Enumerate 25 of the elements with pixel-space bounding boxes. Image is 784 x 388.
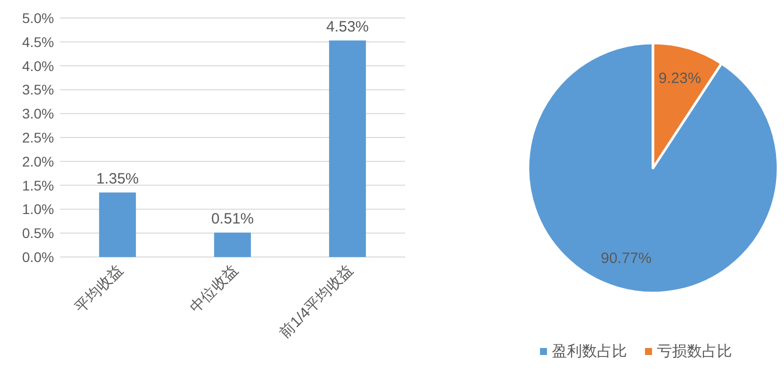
legend-label: 盈利数占比 [552, 343, 627, 360]
y-tick-label: 1.0% [22, 201, 54, 218]
x-tick-label: 平均收益 [72, 262, 126, 316]
y-tick-label: 2.0% [22, 153, 54, 170]
y-tick-label: 4.5% [22, 34, 54, 50]
y-tick-label: 3.5% [22, 82, 54, 98]
pie-slice [526, 42, 780, 294]
legend-label: 亏损数占比 [657, 343, 732, 360]
y-tick-label: 2.5% [22, 130, 54, 146]
y-tick-label: 3.0% [22, 106, 54, 122]
data-label: 0.51% [211, 210, 254, 228]
y-tick-label: 4.0% [22, 58, 54, 74]
y-tick-label: 0.0% [22, 249, 54, 265]
data-label: 90.77% [600, 250, 652, 267]
bar [329, 40, 366, 257]
bar [99, 192, 136, 257]
data-label: 9.23% [658, 70, 702, 88]
data-label: 4.53% [326, 18, 369, 36]
y-tick-label: 5.0% [22, 10, 54, 26]
y-tick-label: 1.5% [22, 177, 54, 194]
data-label: 1.35% [96, 170, 139, 188]
x-tick-label: 中位收益 [186, 262, 242, 316]
y-tick-label: 0.5% [22, 225, 54, 242]
bar [214, 232, 251, 257]
x-tick-label: 前1/4平均收益 [276, 262, 356, 342]
